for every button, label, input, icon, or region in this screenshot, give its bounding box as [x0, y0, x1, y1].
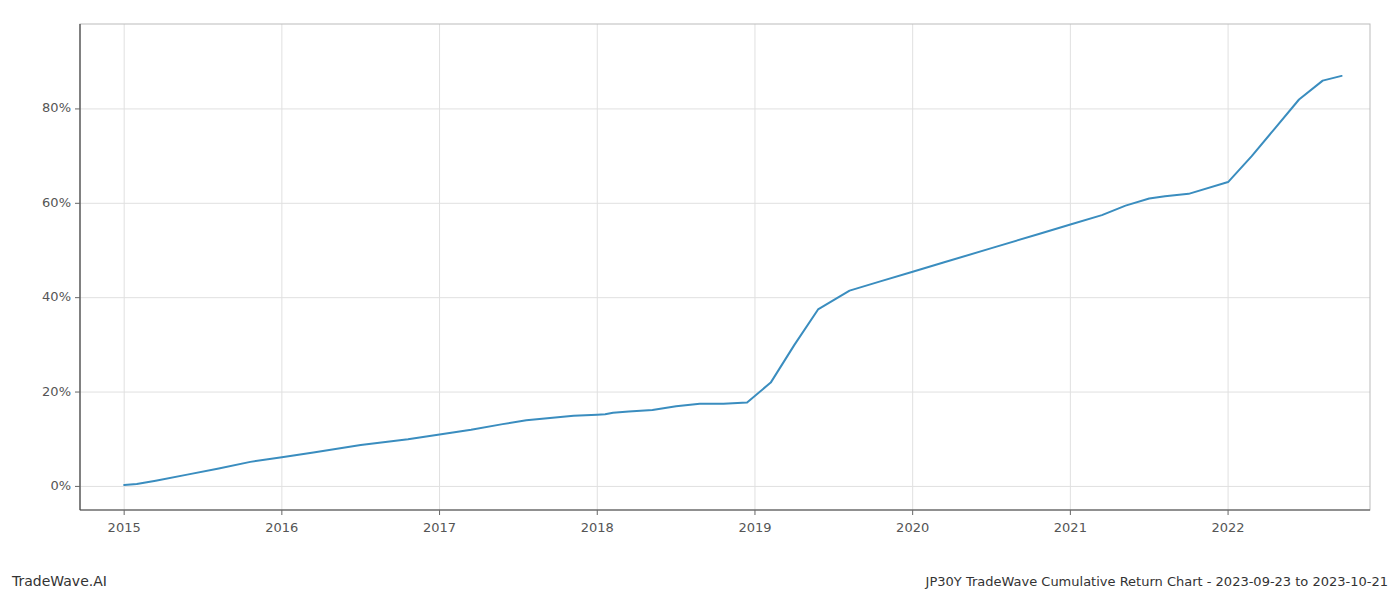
plot-frame: [80, 24, 1370, 510]
y-tick: [75, 108, 80, 109]
y-tick-label: 60%: [42, 195, 71, 210]
grid-line-x: [439, 24, 440, 510]
y-axis-line: [79, 24, 80, 510]
x-tick-label: 2021: [1054, 520, 1087, 535]
x-tick: [281, 510, 282, 515]
y-tick-label: 40%: [42, 289, 71, 304]
x-tick: [912, 510, 913, 515]
x-tick: [1070, 510, 1071, 515]
title: JP30Y TradeWave Cumulative Return Chart …: [925, 574, 1388, 589]
grid-line-y: [80, 203, 1370, 204]
y-tick-label: 20%: [42, 384, 71, 399]
x-tick-label: 2018: [581, 520, 614, 535]
x-tick: [439, 510, 440, 515]
x-tick: [1228, 510, 1229, 515]
x-tick-label: 2017: [423, 520, 456, 535]
x-tick: [124, 510, 125, 515]
y-tick: [75, 203, 80, 204]
watermark: TradeWave.AI: [11, 573, 107, 589]
x-tick: [754, 510, 755, 515]
grid-line-y: [80, 108, 1370, 109]
chart: 0% 20% 40% 60% 80% 2015 2016 2017 2018 2019 2020 20…: [0, 0, 1400, 600]
grid-line-y: [80, 297, 1370, 298]
grid-line-x: [124, 24, 125, 510]
grid-line-x: [597, 24, 598, 510]
y-tick: [75, 297, 80, 298]
x-axis-line: [80, 509, 1370, 510]
line: [124, 76, 1341, 485]
x-tick-label: 2015: [108, 520, 141, 535]
background: [0, 0, 1400, 600]
grid-line-x: [754, 24, 755, 510]
grid-line-x: [1070, 24, 1071, 510]
grid-line-x: [912, 24, 913, 510]
y-tick-label: 0%: [50, 478, 71, 493]
x-tick: [597, 510, 598, 515]
x-tick-label: 2016: [265, 520, 298, 535]
y-tick: [75, 392, 80, 393]
grid-line-x: [281, 24, 282, 510]
grid-line-y: [80, 486, 1370, 487]
x-tick-label: 2019: [738, 520, 771, 535]
x-tick-label: 2022: [1212, 520, 1245, 535]
grid: [80, 24, 1370, 510]
grid-line-x: [1228, 24, 1229, 510]
axes: 0% 20% 40% 60% 80% 2015 2016 2017 2018 2019 2020 20…: [42, 24, 1370, 535]
y-tick: [75, 486, 80, 487]
x-tick-label: 2020: [896, 520, 929, 535]
grid-line-y: [80, 392, 1370, 393]
data-layer: [124, 76, 1341, 485]
y-tick-label: 80%: [42, 100, 71, 115]
